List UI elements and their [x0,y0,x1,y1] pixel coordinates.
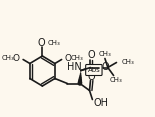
Text: O: O [88,71,95,82]
FancyBboxPatch shape [86,64,102,75]
Text: OH: OH [93,99,108,108]
Text: CH₃: CH₃ [48,40,60,46]
Text: CH₃: CH₃ [2,55,14,60]
Text: O: O [101,62,109,73]
Text: Abs: Abs [87,67,100,73]
Text: CH₃: CH₃ [121,60,134,66]
Text: CH₃: CH₃ [99,51,111,57]
Text: O: O [38,38,45,48]
Text: CH₃: CH₃ [70,55,83,60]
Text: HN: HN [67,62,82,71]
Text: CH₃: CH₃ [110,77,123,82]
Text: O: O [88,51,95,60]
Text: O: O [13,54,20,63]
Text: O: O [65,54,72,63]
